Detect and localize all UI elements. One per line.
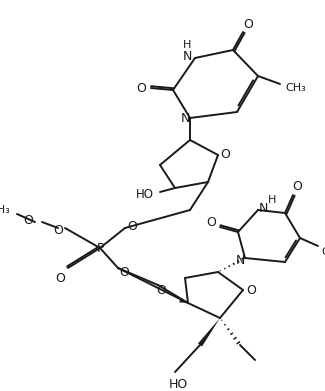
Text: N: N: [258, 203, 268, 215]
Text: O: O: [292, 181, 302, 194]
Text: O: O: [127, 221, 137, 233]
Text: HO: HO: [136, 188, 154, 201]
Text: N: N: [235, 253, 245, 267]
Polygon shape: [198, 318, 220, 346]
Text: N: N: [180, 113, 190, 126]
Text: O: O: [136, 81, 146, 95]
Text: O: O: [53, 224, 63, 237]
Text: H: H: [268, 195, 276, 205]
Text: CH₃: CH₃: [322, 247, 325, 257]
Text: O: O: [220, 147, 230, 160]
Text: N: N: [182, 50, 192, 63]
Text: O: O: [206, 217, 216, 230]
Text: O: O: [243, 18, 253, 30]
Text: P: P: [96, 242, 104, 255]
Text: CH₃: CH₃: [286, 83, 306, 93]
Text: O: O: [55, 271, 65, 285]
Text: CH₃: CH₃: [0, 205, 10, 215]
Text: O: O: [156, 283, 166, 296]
Text: HO: HO: [168, 378, 188, 391]
Text: O: O: [246, 283, 256, 296]
Text: H: H: [183, 40, 191, 50]
Text: O: O: [23, 213, 33, 226]
Text: O: O: [119, 267, 129, 280]
Polygon shape: [179, 298, 188, 303]
